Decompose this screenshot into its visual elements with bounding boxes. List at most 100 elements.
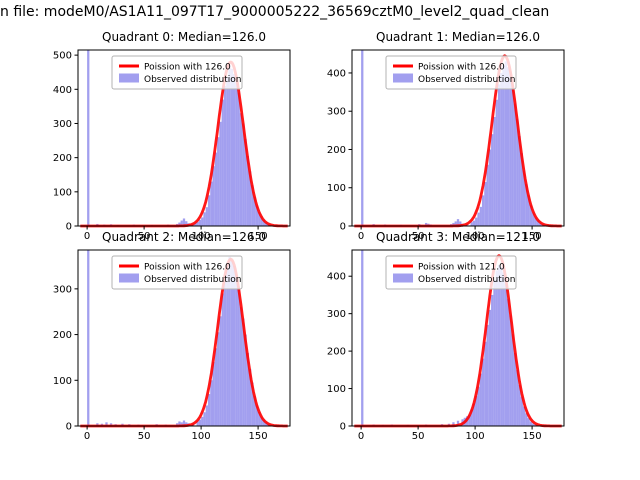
x-tick-label: 100 xyxy=(466,431,485,442)
histogram-bar xyxy=(495,99,498,226)
histogram-bar xyxy=(532,212,535,226)
histogram-bar xyxy=(511,88,514,226)
histogram-bar xyxy=(479,373,482,426)
histogram-bar xyxy=(532,423,535,426)
histogram-bar xyxy=(201,416,204,426)
histogram-bar xyxy=(502,272,505,426)
x-tick-label: 0 xyxy=(358,431,364,442)
histogram-bar xyxy=(538,222,542,226)
y-tick-label: 300 xyxy=(53,119,72,130)
y-tick-label: 200 xyxy=(53,153,72,164)
histogram-bar xyxy=(246,155,249,226)
histogram-bar xyxy=(504,61,508,227)
histogram-bar xyxy=(251,382,254,426)
histogram-bar xyxy=(516,369,519,426)
histogram-bar xyxy=(207,195,211,226)
histogram-bar xyxy=(527,195,530,226)
histogram-bar xyxy=(262,420,265,426)
axes-frame xyxy=(77,49,291,227)
histogram-bar xyxy=(210,181,213,226)
legend-label-observed: Observed distribution xyxy=(144,75,241,85)
axes-frame xyxy=(77,249,291,427)
histogram-bar xyxy=(182,420,186,426)
histogram-bar xyxy=(470,222,473,226)
histogram-bar xyxy=(105,422,108,426)
histogram-bar xyxy=(454,221,457,226)
histogram-bar xyxy=(516,118,519,226)
histogram-bar xyxy=(239,113,243,226)
histogram-bar xyxy=(233,266,236,426)
histogram-bar xyxy=(470,409,473,426)
histogram-bar xyxy=(196,421,199,426)
histogram-bar xyxy=(527,418,530,426)
x-tick-label: 0 xyxy=(84,431,90,442)
histogram-bar xyxy=(253,196,256,226)
histogram-bar xyxy=(212,362,215,426)
legend-label-observed: Observed distribution xyxy=(418,275,515,285)
histogram-bar xyxy=(481,195,485,226)
histogram-bar xyxy=(497,84,501,227)
histogram-bar xyxy=(507,298,510,426)
legend-box xyxy=(385,55,517,90)
histogram-bar xyxy=(219,316,222,426)
legend-hist-sample xyxy=(393,73,413,83)
histogram-bar xyxy=(525,183,528,226)
legend-hist-sample xyxy=(393,273,413,283)
histogram-bar xyxy=(479,206,482,226)
histogram-bar xyxy=(497,264,501,426)
y-tick-label: 200 xyxy=(327,347,346,358)
histogram-bar xyxy=(486,164,489,226)
histogram-bar xyxy=(228,256,231,426)
legend-label-poisson: Poission with 126.0 xyxy=(144,263,231,273)
y-tick-label: 100 xyxy=(327,183,346,194)
histogram-bar xyxy=(226,268,229,426)
histogram-bar xyxy=(248,171,252,226)
histogram-bar xyxy=(203,412,206,426)
histogram-bar xyxy=(472,220,476,226)
legend-box xyxy=(111,55,243,90)
histogram-bar xyxy=(182,218,186,226)
histogram-bar xyxy=(477,386,480,426)
subplot-title: Quadrant 3: Median=121.0 xyxy=(376,230,540,244)
histogram-bar xyxy=(475,396,478,426)
histogram-bar xyxy=(264,222,268,226)
x-tick-label: 100 xyxy=(466,231,485,242)
histogram-bar xyxy=(520,396,523,426)
histogram-bar xyxy=(180,422,183,426)
histogram-bar xyxy=(522,170,526,226)
histogram-bar xyxy=(180,220,183,226)
legend-hist-sample xyxy=(119,273,139,283)
histogram-bar xyxy=(513,103,517,226)
histogram-bar xyxy=(493,116,496,226)
quadrant-1-plot: 0 50 100 150 0 100 200 300 400 Quadrant 1: Median… xyxy=(327,30,565,242)
histogram-bar xyxy=(246,352,249,426)
legend-box xyxy=(111,255,243,290)
histogram-bar xyxy=(529,204,533,226)
histogram-bar xyxy=(361,250,364,426)
histogram-bar xyxy=(536,220,539,226)
histogram-bar xyxy=(217,332,220,426)
histogram-bar xyxy=(226,77,229,226)
histogram-bar xyxy=(491,294,494,426)
histogram-bar xyxy=(214,152,218,226)
histogram-bar xyxy=(504,283,508,426)
histogram-bar xyxy=(251,184,254,226)
y-tick-label: 400 xyxy=(327,272,346,283)
histogram-bar xyxy=(237,92,240,226)
histogram-bar xyxy=(258,212,261,226)
y-tick-label: 0 xyxy=(340,222,346,233)
histogram-bar xyxy=(475,217,478,226)
histogram-bar xyxy=(260,216,263,226)
legend-label-poisson: Poission with 126.0 xyxy=(418,63,505,73)
y-tick-label: 400 xyxy=(53,85,72,96)
y-tick-label: 0 xyxy=(340,422,346,433)
histogram-bar xyxy=(488,309,492,426)
histogram-bar xyxy=(237,286,240,426)
y-tick-label: 100 xyxy=(327,384,346,395)
histogram-bar xyxy=(212,166,215,226)
x-tick-label: 100 xyxy=(192,431,211,442)
histogram-bar xyxy=(477,212,480,226)
histogram-bar xyxy=(87,250,90,426)
histogram-bar xyxy=(223,279,227,426)
histogram-bar xyxy=(529,421,533,426)
